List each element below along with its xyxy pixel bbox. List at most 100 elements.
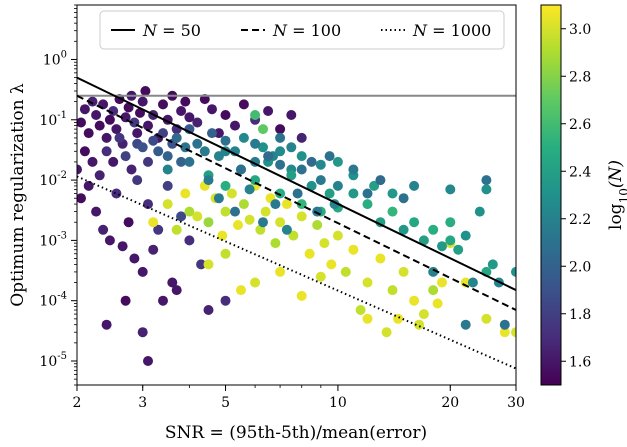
data-point [192,138,203,149]
data-point [123,102,134,113]
data-point [481,175,492,186]
data-point [148,244,159,255]
data-point [296,211,307,222]
data-point [409,217,420,228]
data-point [87,96,98,107]
data-point [275,266,286,277]
data-point [171,285,182,296]
data-point [123,217,134,228]
data-point [203,175,214,186]
data-point [286,142,297,153]
x-tick-label: 30 [507,395,525,411]
data-point [126,164,137,175]
data-point [114,132,125,143]
data-point [199,146,210,157]
colorbar-tick-label: 2.2 [569,212,591,228]
data-point [104,114,115,125]
data-point [83,128,94,139]
data-point [263,106,274,116]
data-point [158,295,168,306]
data-point [348,244,359,255]
colorbar-gradient [540,4,562,386]
data-point [453,244,464,255]
data-point [445,217,456,228]
data-point [203,217,214,228]
data-point [203,259,214,270]
colorbar-tick-label: 1.8 [569,307,591,323]
legend-label-n1000: N = 1000 [412,21,491,40]
fit-line-solid [77,76,516,291]
data-point [184,156,195,167]
legend: N = 50 N = 100 N = 1000 [99,10,505,50]
data-point [296,132,307,143]
data-point [108,156,119,167]
data-point [143,120,153,131]
x-tick-label: 2 [73,395,82,411]
colorbar-tick-label: 2.0 [569,259,591,275]
data-point [487,259,498,270]
data-point [101,319,112,330]
data-point [162,199,173,210]
data-point [250,138,261,149]
data-point [369,180,380,191]
y-tick-label: 10-2 [39,170,67,189]
data-point [292,188,303,199]
data-point [171,132,182,143]
data-point [148,135,159,146]
data-point [281,224,292,235]
data-point [409,295,420,306]
data-point [238,99,249,110]
data-point [111,124,122,135]
fit-line-dotted [77,175,516,370]
data-point [250,175,261,186]
data-point [437,241,447,252]
colorbar-tick-label: 2.4 [569,164,591,180]
data-point [348,164,359,175]
x-tick-label: 5 [221,395,230,411]
data-point [217,230,228,241]
data-point [296,199,307,210]
data-point [79,146,90,157]
data-point [511,266,516,277]
data-point [83,180,94,191]
data-point [460,230,471,241]
data-point [117,241,128,252]
data-point [220,180,231,191]
data-point [230,206,240,217]
data-point [162,164,173,175]
data-point [77,117,86,128]
scatter-points [77,86,516,366]
data-point [375,175,386,186]
y-tick-label: 10-1 [39,110,67,129]
data-point [275,146,286,157]
data-point [281,199,292,210]
data-point [260,206,271,217]
data-point [153,224,164,235]
y-tick-label: 10-4 [39,291,67,310]
data-point [120,151,131,162]
data-point [296,151,307,162]
data-point [258,217,268,228]
data-point [263,151,274,162]
data-point [428,285,439,296]
data-point [387,206,398,217]
x-tick-label: 20 [441,395,459,411]
data-point [398,266,409,277]
data-point [196,259,207,270]
data-point [180,188,191,199]
data-point [98,224,109,235]
data-point [286,110,297,120]
data-point [77,193,86,204]
data-point [94,170,105,181]
data-point [162,180,173,191]
x-axis-ticks: 2 3 5 10 20 30 [73,385,525,411]
data-point [362,199,373,210]
data-point [238,132,249,143]
data-point [233,220,243,230]
data-point [137,96,148,107]
data-point [132,175,143,186]
data-point [418,235,429,246]
data-point [108,106,119,116]
data-point [207,104,217,115]
